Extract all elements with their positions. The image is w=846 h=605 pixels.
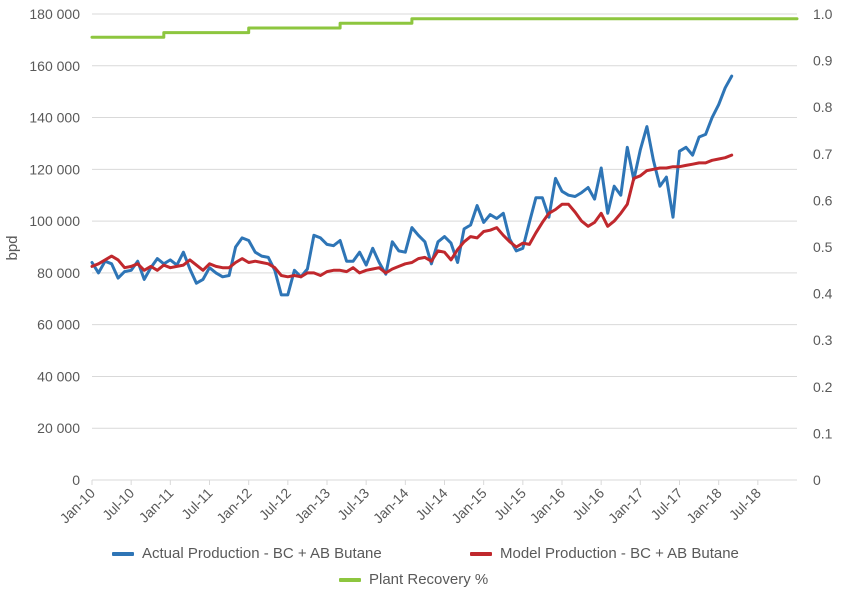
y-right-tick-label: 0.6 [813, 192, 833, 208]
y-left-tick-label: 20 000 [37, 420, 80, 436]
x-tick-label: Jul-18 [726, 485, 764, 523]
y-right-tick-label: 1.0 [813, 6, 833, 22]
x-tick-label: Jul-12 [256, 485, 294, 523]
legend-swatch-recovery [339, 577, 361, 582]
x-tick-label: Jul-13 [334, 485, 372, 523]
y-right-tick-label: 0.2 [813, 379, 833, 395]
y-right-tick-label: 0.5 [813, 239, 833, 255]
x-tick-label: Jan-16 [527, 485, 569, 527]
y-right-tick-label: 0.7 [813, 146, 833, 162]
y-right-tick-label: 0.4 [813, 286, 833, 302]
series-layer [90, 17, 799, 297]
y-axis-left: 0 20 000 40 000 60 000 80 000 100 000 120 000 1… [29, 6, 80, 488]
x-tick-label: Jul-15 [491, 485, 529, 523]
y-right-tick-label: 0.3 [813, 332, 833, 348]
x-tick-label: Jan-18 [683, 485, 725, 527]
x-tick-label: Jan-10 [57, 485, 99, 527]
legend-item-actual: Actual Production - BC + AB Butane [112, 545, 382, 562]
series-plant-recovery-line [90, 17, 799, 39]
x-tick-label: Jan-17 [605, 485, 647, 527]
gridlines [92, 13, 797, 481]
legend-label-recovery: Plant Recovery % [369, 571, 489, 588]
x-tick-label: Jan-11 [136, 485, 177, 526]
y-axis-right: 0 0.1 0.2 0.3 0.4 0.5 0.6 0.7 0.8 0.9 1.0 [813, 6, 833, 488]
x-tick-label: Jul-11 [178, 485, 216, 523]
legend-item-model: Model Production - BC + AB Butane [470, 545, 739, 562]
y-left-tick-label: 60 000 [37, 317, 80, 333]
x-tick-label: Jul-14 [412, 485, 450, 523]
y-axis-title: bpd [4, 235, 21, 260]
y-left-tick-label: 120 000 [29, 161, 80, 177]
legend-item-recovery: Plant Recovery % [339, 571, 488, 588]
line-chart: 0 20 000 40 000 60 000 80 000 100 000 120 000 1… [4, 6, 833, 527]
y-right-tick-label: 0.1 [813, 425, 833, 441]
x-tick-label: Jul-16 [569, 485, 607, 523]
legend-label-model: Model Production - BC + AB Butane [500, 545, 739, 562]
legend-label-actual: Actual Production - BC + AB Butane [142, 545, 382, 562]
y-right-tick-label: 0.9 [813, 53, 833, 69]
y-left-tick-label: 0 [72, 472, 80, 488]
legend-swatch-model [470, 551, 492, 556]
x-tick-label: Jan-14 [370, 485, 412, 527]
x-tick-label: Jul-10 [99, 485, 137, 523]
y-left-tick-label: 80 000 [37, 265, 80, 281]
y-right-tick-label: 0.8 [813, 99, 833, 115]
x-tick-label: Jul-17 [647, 485, 685, 523]
y-right-tick-label: 0 [813, 472, 821, 488]
y-left-tick-label: 40 000 [37, 368, 80, 384]
series-model-production-line [90, 153, 734, 279]
y-left-tick-label: 160 000 [29, 58, 80, 74]
x-tick-label: Jan-12 [213, 485, 255, 527]
x-tick-label: Jan-15 [448, 485, 490, 527]
legend-swatch-actual [112, 551, 134, 556]
legend: Actual Production - BC + AB Butane Model… [0, 545, 846, 595]
x-tick-label: Jan-13 [292, 485, 334, 527]
series-actual-production-line [90, 74, 734, 297]
y-left-tick-label: 140 000 [29, 110, 80, 126]
y-left-tick-label: 100 000 [29, 213, 80, 229]
y-left-tick-label: 180 000 [29, 6, 80, 22]
